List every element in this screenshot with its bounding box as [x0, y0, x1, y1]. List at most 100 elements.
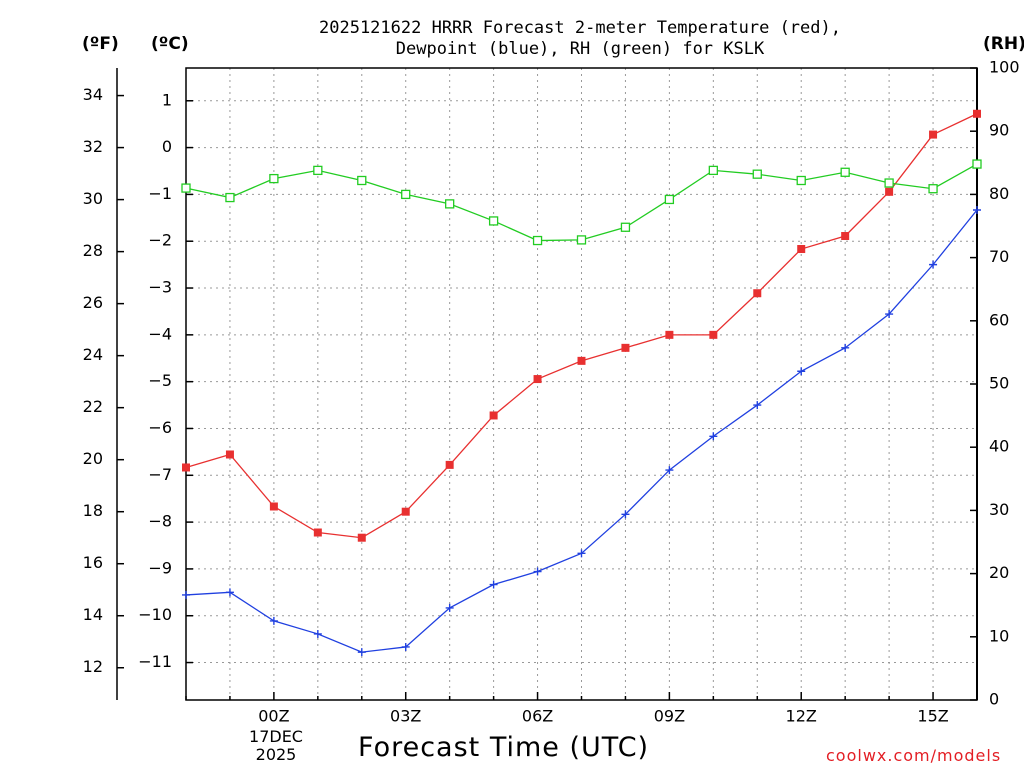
- data-point-temperature: [621, 343, 630, 352]
- plot-frame: [185, 67, 978, 701]
- data-point-temperature: [401, 507, 410, 516]
- celsius-tick-label: −5: [148, 371, 172, 390]
- celsius-tick-label: −4: [148, 324, 172, 343]
- data-point-temperature: [709, 330, 718, 339]
- data-point-dewpoint: [489, 580, 498, 589]
- fahrenheit-tick-label: 28: [83, 241, 103, 260]
- chart-title-line-1: 2025121622 HRRR Forecast 2-meter Tempera…: [319, 18, 841, 38]
- x-axis-title: Forecast Time (UTC): [358, 732, 650, 763]
- rh-axis-label: (RH): [983, 34, 1024, 54]
- series-line-rh: [185, 163, 978, 242]
- rh-tick-label: 70: [989, 247, 1009, 266]
- fahrenheit-tick-label: 30: [83, 189, 103, 208]
- fahrenheit-tick-label: 34: [83, 85, 103, 104]
- rh-tick-label: 30: [989, 500, 1009, 519]
- data-point-rh: [225, 192, 235, 203]
- fahrenheit-tick-label: 24: [83, 345, 103, 364]
- data-point-rh: [357, 175, 367, 186]
- rh-tick-label: 0: [989, 690, 999, 709]
- credit-link[interactable]: coolwx.com/models: [826, 746, 1002, 765]
- data-point-temperature: [489, 411, 498, 420]
- celsius-tick-label: 0: [162, 137, 172, 156]
- rh-tick-label: 100: [989, 58, 1020, 77]
- data-point-temperature: [357, 533, 366, 542]
- data-point-dewpoint: [357, 648, 366, 657]
- celsius-axis-label: (ºC): [151, 34, 189, 54]
- celsius-tick-label: −1: [148, 184, 172, 203]
- data-point-rh: [532, 235, 543, 246]
- data-point-temperature: [841, 232, 850, 241]
- celsius-tick-label: −8: [148, 512, 172, 531]
- data-point-temperature: [577, 356, 586, 365]
- celsius-tick-label: −6: [148, 418, 172, 437]
- data-point-dewpoint: [269, 616, 278, 625]
- fahrenheit-tick-label: 22: [83, 397, 103, 416]
- data-point-dewpoint: [225, 588, 234, 597]
- data-point-dewpoint: [973, 206, 981, 215]
- data-point-rh: [840, 167, 850, 177]
- celsius-tick-label: −9: [148, 558, 172, 577]
- data-point-dewpoint: [665, 466, 674, 475]
- x-tick-label: 12Z: [786, 707, 817, 726]
- data-point-temperature: [929, 130, 938, 139]
- data-point-rh: [576, 235, 587, 245]
- fahrenheit-axis-label: (ºF): [82, 34, 119, 54]
- data-point-dewpoint: [577, 549, 586, 558]
- celsius-tick-label: −11: [138, 652, 172, 671]
- data-point-rh: [313, 165, 323, 176]
- celsius-tick-label: −10: [138, 605, 172, 624]
- x-tick-label: 03Z: [390, 707, 421, 726]
- data-point-dewpoint: [313, 629, 322, 638]
- data-point-rh: [708, 165, 718, 176]
- rh-tick-label: 10: [989, 626, 1009, 645]
- data-point-temperature: [533, 375, 542, 384]
- data-point-dewpoint: [709, 432, 718, 441]
- data-point-rh: [752, 169, 762, 179]
- data-point-rh: [972, 159, 982, 169]
- celsius-tick-label: −3: [148, 278, 172, 297]
- data-point-temperature: [269, 502, 278, 511]
- rh-tick-label: 60: [989, 310, 1009, 329]
- data-point-rh: [620, 222, 631, 232]
- data-point-rh: [181, 183, 191, 193]
- celsius-tick-label: 1: [162, 90, 172, 109]
- data-point-dewpoint: [401, 642, 410, 651]
- data-point-dewpoint: [533, 567, 542, 576]
- data-point-temperature: [797, 245, 806, 254]
- data-point-dewpoint: [929, 260, 938, 269]
- x-tick-label: 00Z: [258, 707, 289, 726]
- data-point-dewpoint: [182, 590, 190, 599]
- fahrenheit-tick-label: 12: [83, 657, 103, 676]
- data-point-dewpoint: [841, 343, 850, 352]
- x-tick-label: 15Z: [917, 707, 948, 726]
- rh-tick-label: 50: [989, 374, 1009, 393]
- rh-tick-label: 80: [989, 184, 1009, 203]
- fahrenheit-tick-label: 18: [83, 501, 103, 520]
- x-tick-label: 06Z: [522, 707, 553, 726]
- data-point-temperature: [665, 330, 674, 339]
- data-point-temperature: [313, 528, 322, 537]
- rh-tick-label: 40: [989, 437, 1009, 456]
- date-label-year: 2025: [255, 745, 297, 764]
- celsius-tick-label: −7: [148, 465, 172, 484]
- data-point-rh: [488, 216, 499, 226]
- data-point-rh: [401, 189, 411, 200]
- fahrenheit-tick-label: 16: [83, 553, 103, 572]
- data-point-dewpoint: [797, 367, 806, 376]
- rh-tick-label: 20: [989, 563, 1009, 582]
- fahrenheit-tick-label: 32: [83, 137, 103, 156]
- data-point-temperature: [182, 463, 190, 472]
- data-point-temperature: [445, 460, 454, 469]
- data-point-dewpoint: [753, 401, 762, 410]
- fahrenheit-tick-label: 14: [83, 605, 103, 624]
- data-point-dewpoint: [885, 310, 894, 319]
- data-point-temperature: [753, 289, 762, 298]
- data-point-temperature: [885, 187, 894, 196]
- data-point-temperature: [225, 450, 234, 459]
- data-point-rh: [796, 175, 806, 186]
- data-point-temperature: [973, 109, 981, 118]
- x-tick-label: 09Z: [654, 707, 685, 726]
- data-point-rh: [928, 184, 938, 194]
- chart-title-line-2: Dewpoint (blue), RH (green) for KSLK: [395, 39, 765, 59]
- data-point-dewpoint: [445, 603, 454, 612]
